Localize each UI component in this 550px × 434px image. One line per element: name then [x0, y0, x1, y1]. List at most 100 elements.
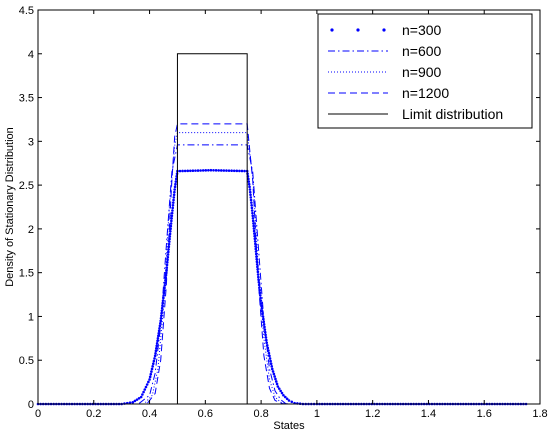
- data-point: [247, 182, 251, 186]
- axes-frame: [37, 9, 541, 405]
- data-point: [199, 169, 202, 172]
- y-tick-label: 2.5: [19, 180, 34, 192]
- y-tick-label: 2: [28, 224, 34, 236]
- data-point: [171, 201, 175, 204]
- y-tick-label: 3.5: [19, 93, 34, 105]
- legend-box: [317, 13, 533, 129]
- data-point: [174, 177, 178, 181]
- data-point: [154, 349, 158, 353]
- data-point: [249, 193, 252, 197]
- data-point: [252, 227, 256, 230]
- data-point: [155, 344, 159, 348]
- data-point: [207, 168, 210, 172]
- data-point: [217, 169, 220, 172]
- data-point: [170, 214, 174, 218]
- data-point: [250, 206, 254, 210]
- data-point: [170, 219, 173, 223]
- data-point: [270, 367, 274, 371]
- data-point: [153, 354, 157, 358]
- data-point: [253, 239, 257, 243]
- data-point: [142, 390, 145, 394]
- x-tick-label: 1.4: [421, 408, 436, 420]
- data-point: [248, 185, 251, 189]
- data-point: [173, 190, 176, 194]
- data-point: [212, 168, 215, 172]
- data-point: [150, 370, 153, 373]
- data-point: [194, 169, 197, 172]
- data-point: [169, 227, 172, 230]
- y-tick-label: 0: [28, 399, 34, 411]
- data-point: [230, 169, 233, 173]
- data-point: [154, 352, 157, 355]
- y-tick-label: 3: [28, 136, 34, 148]
- data-point: [173, 185, 177, 189]
- data-point: [277, 387, 281, 390]
- data-point: [253, 232, 256, 235]
- y-axis-label: Density of Stationary Distribution: [4, 127, 16, 287]
- data-point: [131, 400, 135, 404]
- data-point: [209, 168, 213, 172]
- data-point: [174, 182, 177, 186]
- legend-label: n=1200: [402, 85, 449, 101]
- data-point: [181, 169, 184, 173]
- data-point: [276, 385, 280, 388]
- data-point: [145, 383, 149, 386]
- data-point: [240, 169, 244, 173]
- data-point: [248, 190, 252, 194]
- data-point: [148, 375, 152, 379]
- x-tick-label: 1.6: [477, 408, 492, 420]
- data-point: [174, 180, 178, 183]
- data-point: [249, 198, 253, 202]
- data-point: [147, 380, 150, 384]
- data-point: [260, 304, 263, 308]
- data-point: [252, 222, 255, 225]
- legend-label: Limit distribution: [402, 106, 503, 122]
- data-point: [159, 322, 162, 325]
- data-point: [171, 206, 175, 210]
- data-point: [204, 169, 208, 172]
- data-point: [169, 229, 172, 233]
- x-tick-label: 0.8: [253, 408, 268, 420]
- data-point: [135, 398, 139, 401]
- x-axis-label: States: [273, 420, 305, 432]
- data-point: [263, 328, 267, 331]
- legend-label: n=600: [402, 43, 442, 59]
- data-point: [251, 219, 255, 223]
- data-point: [128, 401, 132, 404]
- data-point: [251, 214, 255, 218]
- data-point: [275, 382, 279, 386]
- data-point: [272, 372, 276, 376]
- data-point: [269, 362, 273, 366]
- data-point: [256, 273, 260, 276]
- data-point: [267, 351, 271, 355]
- data-point: [166, 253, 170, 256]
- data-point: [153, 357, 156, 360]
- data-point: [243, 169, 246, 173]
- data-point: [156, 339, 159, 343]
- data-point: [248, 188, 252, 191]
- data-point: [252, 229, 256, 233]
- y-tick-label: 4: [28, 49, 34, 61]
- y-tick-label: 1: [28, 311, 34, 323]
- y-tick-label: 1.5: [19, 268, 34, 280]
- data-point: [137, 397, 141, 400]
- data-point: [144, 385, 148, 389]
- data-point: [247, 177, 250, 181]
- legend-swatch-marker: [356, 28, 360, 32]
- x-tick-label: 1: [314, 408, 320, 420]
- data-point: [158, 327, 161, 330]
- data-point: [282, 393, 285, 397]
- data-point: [250, 203, 253, 207]
- data-point: [274, 377, 277, 381]
- data-point: [201, 169, 205, 172]
- data-point: [143, 388, 147, 391]
- legend-swatch-marker: [330, 28, 334, 32]
- data-point: [155, 347, 158, 350]
- data-point: [172, 196, 176, 199]
- legend: n=300 n=600 n=900 n=1200 Limit distribution: [317, 13, 533, 129]
- data-point: [271, 370, 275, 373]
- data-point: [250, 201, 253, 204]
- data-point: [186, 169, 190, 173]
- x-tick-label: 0.4: [142, 408, 157, 420]
- x-tick-label: 1.2: [365, 408, 380, 420]
